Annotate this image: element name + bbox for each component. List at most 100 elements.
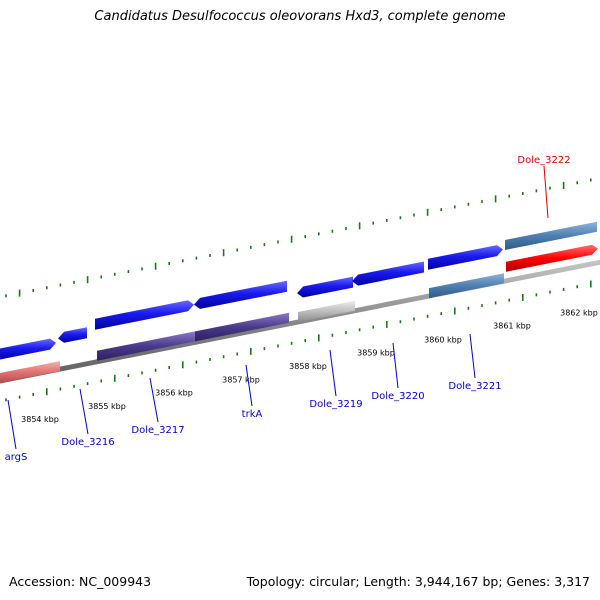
lower-scale-major-tick	[318, 334, 320, 342]
upper-scale-minor-tick	[372, 221, 374, 225]
cds-feature-trka[interactable]	[195, 312, 289, 342]
gene-label[interactable]: Dole_3216	[61, 437, 114, 448]
lower-scale-minor-tick	[494, 301, 497, 305]
lower-scale-minor-tick	[195, 360, 198, 364]
lower-scale-minor-tick	[154, 368, 157, 372]
lower-scale-minor-tick	[86, 382, 89, 386]
gene-label[interactable]: Dole_3217	[131, 425, 184, 436]
upper-scale-major-tick	[358, 222, 361, 230]
upper-scale-minor-tick	[318, 232, 320, 236]
upper-scale-major-tick	[86, 276, 89, 284]
lower-scale-minor-tick	[440, 312, 442, 316]
upper-scale-minor-tick	[440, 208, 442, 212]
cds-feature-dole-3222[interactable]	[505, 221, 597, 250]
upper-scale-minor-tick	[250, 245, 252, 249]
rna-feature-argS[interactable]	[0, 361, 60, 384]
gene-label[interactable]: Dole_3219	[309, 399, 362, 410]
upper-scale-major-tick	[494, 195, 497, 203]
upper-scale-minor-tick	[100, 275, 102, 279]
lower-scale-minor-tick	[508, 298, 510, 302]
cds-feature-dole-3217[interactable]	[97, 331, 195, 361]
upper-scale-minor-tick	[413, 213, 415, 217]
lower-scale-minor-tick	[209, 357, 211, 361]
lower-scale-minor-tick	[358, 328, 361, 332]
gene-leader-line	[149, 377, 159, 423]
accession-text: Accession: NC_009943	[9, 574, 152, 589]
upper-scale-minor-tick	[73, 280, 75, 284]
gene-label[interactable]: Dole_3222	[517, 155, 570, 166]
gene-arrow-dole-3220[interactable]	[352, 261, 424, 286]
upper-scale-major-tick	[154, 262, 157, 270]
lower-scale-major-tick	[454, 307, 456, 315]
lower-scale-minor-tick	[535, 293, 538, 297]
gene-arrow-dole-3222[interactable]	[506, 244, 598, 272]
gene-leader-line	[245, 364, 253, 407]
gene-label[interactable]: argS	[5, 452, 28, 463]
upper-scale-minor-tick	[46, 286, 48, 290]
upper-scale-minor-tick	[195, 256, 198, 260]
gene-leader-line	[469, 333, 476, 379]
upper-scale-minor-tick	[141, 267, 143, 271]
lower-scale-minor-tick	[481, 304, 483, 308]
upper-scale-minor-tick	[5, 294, 7, 298]
gene-leader-line	[7, 399, 17, 450]
lower-scale-minor-tick	[141, 371, 143, 375]
lower-scale-major-tick	[46, 388, 48, 396]
lower-scale-minor-tick	[467, 306, 470, 310]
upper-scale-minor-tick	[304, 235, 306, 239]
lower-scale-minor-tick	[18, 395, 21, 399]
gene-leader-line	[392, 342, 399, 389]
kbp-tick-label: 3858 kbp	[289, 362, 327, 371]
upper-scale-minor-tick	[127, 270, 130, 274]
kbp-tick-label: 3855 kbp	[88, 402, 126, 411]
gene-arrow-argS[interactable]	[0, 338, 56, 361]
lower-scale-minor-tick	[331, 333, 334, 337]
upper-scale-minor-tick	[59, 283, 62, 287]
upper-scale-minor-tick	[32, 288, 34, 292]
lower-scale-minor-tick	[290, 341, 293, 345]
upper-scale-minor-tick	[114, 272, 116, 276]
gene-arrow-dole-3216[interactable]	[58, 327, 87, 343]
cds-feature-dole-3221[interactable]	[429, 273, 504, 299]
gene-label[interactable]: Dole_3220	[371, 391, 424, 402]
kbp-tick-label: 3854 kbp	[21, 415, 59, 424]
kbp-tick-label: 3862 kbp	[560, 308, 598, 317]
upper-scale-minor-tick	[263, 243, 266, 247]
lower-scale-major-tick	[522, 293, 524, 301]
upper-scale-minor-tick	[508, 194, 510, 198]
gene-label[interactable]: Dole_3221	[448, 381, 501, 392]
gene-arrow-dole-3219[interactable]	[297, 276, 353, 298]
upper-scale-minor-tick	[345, 226, 347, 230]
lower-scale-minor-tick	[263, 347, 266, 351]
lower-scale-major-tick	[386, 320, 388, 328]
upper-scale-minor-tick	[549, 186, 551, 190]
lower-scale-minor-tick	[549, 290, 551, 294]
upper-scale-minor-tick	[182, 259, 184, 263]
upper-scale-minor-tick	[236, 248, 238, 252]
upper-scale-minor-tick	[467, 202, 470, 206]
gene-arrow-trka[interactable]	[194, 280, 287, 309]
lower-scale-minor-tick	[426, 314, 429, 318]
lower-scale-minor-tick	[59, 387, 62, 391]
lower-scale-major-tick	[114, 374, 116, 382]
gene-arrow-dole-3217[interactable]	[95, 300, 194, 330]
map-title: Candidatus Desulfococcus oleovorans Hxd3…	[94, 9, 506, 24]
lower-scale-minor-tick	[73, 384, 75, 388]
upper-scale-minor-tick	[522, 191, 524, 195]
lower-scale-minor-tick	[100, 379, 102, 383]
upper-scale-major-tick	[426, 208, 429, 216]
pseudo-feature-dole-3219[interactable]	[298, 300, 355, 322]
upper-scale-major-tick	[18, 289, 21, 297]
upper-scale-minor-tick	[481, 200, 483, 204]
lower-scale-major-tick	[590, 280, 592, 288]
gene-arrow-dole-3221[interactable]	[428, 245, 503, 270]
genome-stats-text: Topology: circular; Length: 3,944,167 bp…	[246, 574, 590, 589]
upper-scale-minor-tick	[277, 240, 279, 244]
lower-scale-minor-tick	[127, 374, 130, 378]
lower-scale-minor-tick	[5, 398, 7, 402]
upper-scale-minor-tick	[590, 178, 592, 182]
gene-label[interactable]: trkA	[242, 409, 263, 420]
lower-scale-minor-tick	[372, 325, 374, 329]
lower-scale-minor-tick	[576, 285, 578, 289]
